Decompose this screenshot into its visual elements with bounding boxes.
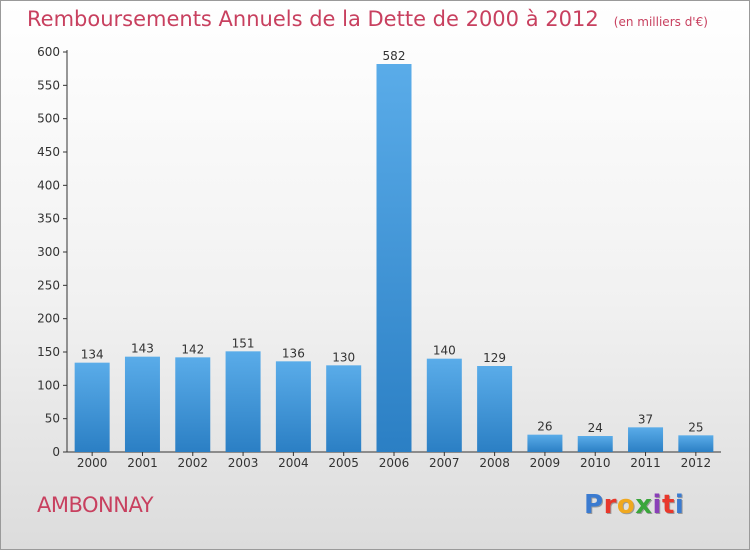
bar — [628, 427, 664, 452]
logo-letter: P — [584, 490, 604, 520]
y-tick-label: 400 — [37, 178, 60, 192]
data-label: 129 — [483, 351, 506, 365]
logo-letter: o — [616, 490, 636, 520]
bars: 134 143 142 151 136 130 582 140 129 26 24 37 25 — [74, 49, 714, 452]
bar — [124, 356, 160, 452]
data-label: 143 — [131, 342, 154, 356]
bar — [477, 366, 513, 452]
bar — [74, 362, 110, 452]
chart-unit: (en milliers d'€) — [613, 15, 708, 29]
data-label: 134 — [81, 348, 104, 362]
y-tick-label: 150 — [37, 345, 60, 359]
x-tick-label: 2012 — [681, 456, 712, 470]
bar — [376, 64, 412, 452]
data-label: 25 — [688, 420, 703, 434]
logo-letter: r — [603, 490, 617, 520]
x-tick-label: 2001 — [127, 456, 158, 470]
logo-letter: i — [652, 490, 662, 520]
bar — [678, 435, 714, 452]
y-tick-label: 300 — [37, 245, 60, 259]
x-tick-label: 2005 — [328, 456, 359, 470]
logo-letter: x — [635, 490, 653, 520]
data-label: 151 — [232, 336, 255, 350]
x-axis: 2000 2001 2002 2003 2004 2005 2006 2007 2008 2009… — [67, 451, 721, 470]
y-tick-label: 350 — [37, 212, 60, 226]
data-label: 582 — [383, 49, 406, 63]
data-label: 24 — [588, 421, 603, 435]
x-tick-label: 2004 — [278, 456, 309, 470]
bar — [175, 357, 211, 452]
x-tick-label: 2002 — [177, 456, 208, 470]
proxiti-logo: Proxiti — [584, 490, 684, 520]
bar — [527, 434, 563, 452]
data-label: 37 — [638, 412, 653, 426]
y-axis: 0 50 100 150 200 250 300 350 400 450 500 550 600 — [37, 45, 68, 459]
y-tick-label: 0 — [52, 445, 60, 459]
bar — [426, 358, 462, 452]
bar — [326, 365, 362, 452]
x-tick-label: 2007 — [429, 456, 460, 470]
y-tick-label: 250 — [37, 278, 60, 292]
data-label: 26 — [537, 420, 552, 434]
y-tick-label: 450 — [37, 145, 60, 159]
y-tick-label: 600 — [37, 45, 60, 59]
bar — [577, 436, 613, 452]
x-tick-label: 2008 — [479, 456, 510, 470]
y-tick-label: 100 — [37, 378, 60, 392]
logo-letter: i — [674, 490, 685, 520]
x-tick-label: 2006 — [379, 456, 410, 470]
x-tick-label: 2000 — [77, 456, 108, 470]
bar — [275, 361, 311, 452]
x-tick-label: 2003 — [228, 456, 259, 470]
x-tick-label: 2009 — [530, 456, 561, 470]
y-tick-label: 550 — [37, 78, 60, 92]
data-label: 142 — [181, 342, 204, 356]
y-tick-label: 200 — [37, 312, 60, 326]
x-tick-label: 2011 — [630, 456, 661, 470]
data-label: 130 — [332, 350, 355, 364]
logo-letter: t — [661, 490, 675, 520]
commune-name: AMBONNAY — [37, 493, 154, 517]
y-tick-label: 500 — [37, 112, 60, 126]
x-tick-label: 2010 — [580, 456, 611, 470]
data-label: 136 — [282, 346, 305, 360]
chart-title: Remboursements Annuels de la Dette de 20… — [27, 7, 599, 31]
y-tick-label: 50 — [45, 412, 60, 426]
chart-title-row: Remboursements Annuels de la Dette de 20… — [27, 7, 708, 31]
data-label: 140 — [433, 344, 456, 358]
bar — [225, 351, 261, 452]
